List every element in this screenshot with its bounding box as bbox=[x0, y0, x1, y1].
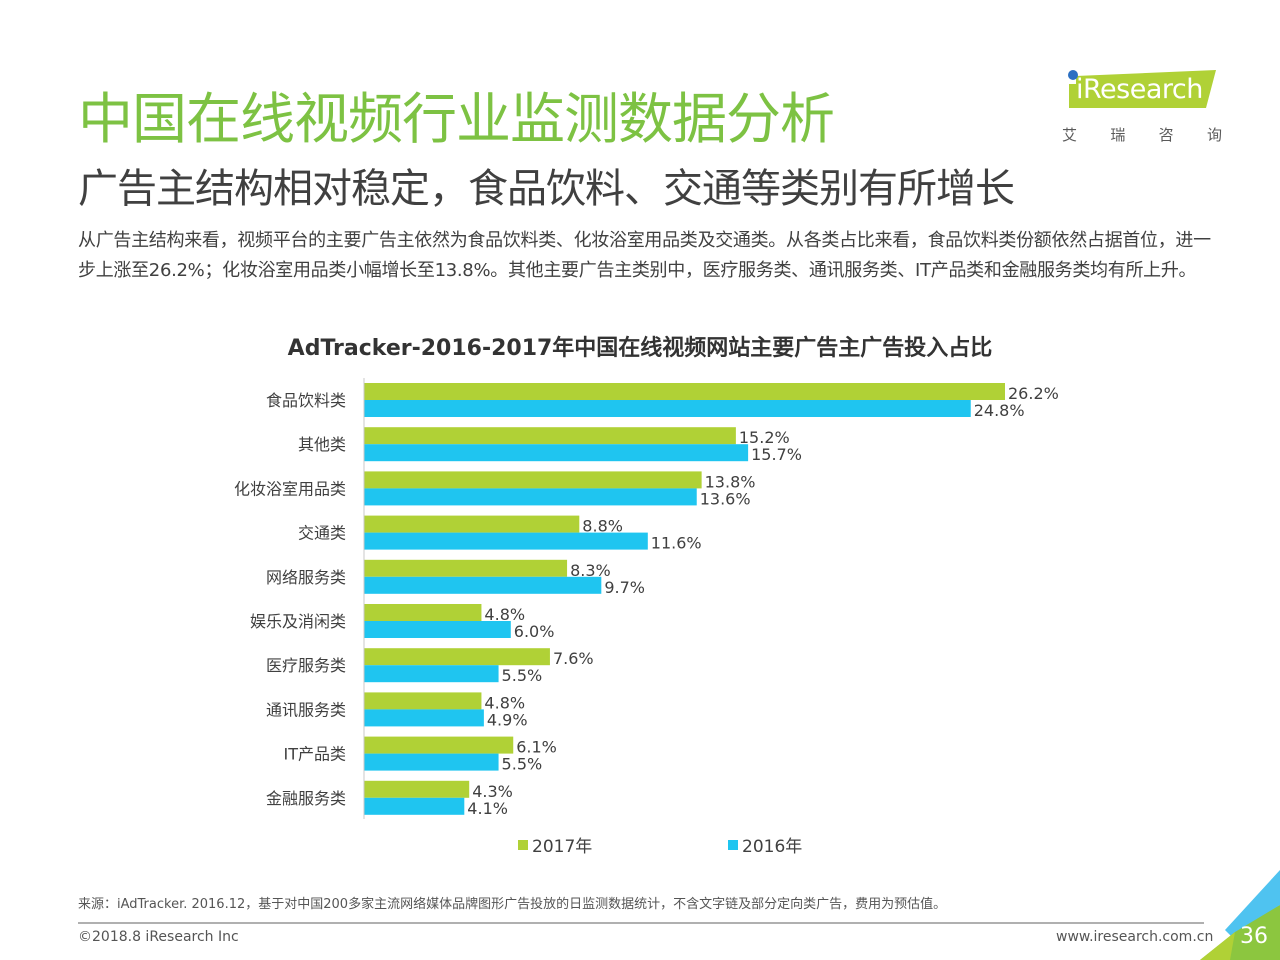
bar-2016 bbox=[364, 488, 697, 506]
iresearch-logo: iResearch 艾 瑞 咨 询 bbox=[1056, 68, 1226, 148]
bar-2017 bbox=[364, 515, 580, 533]
page-number: 36 bbox=[1240, 924, 1268, 949]
bar-2016 bbox=[364, 753, 499, 771]
category-label: 金融服务类 bbox=[266, 789, 346, 808]
description-paragraph: 从广告主结构来看，视频平台的主要广告主依然为食品饮料类、化妆浴室用品类及交通类。… bbox=[78, 230, 1211, 281]
category-label: 娱乐及消闲类 bbox=[250, 612, 346, 631]
data-label: 5.5% bbox=[502, 666, 543, 685]
bar-2016 bbox=[364, 797, 465, 815]
logo-char: 瑞 bbox=[1110, 126, 1126, 144]
data-label: 9.7% bbox=[604, 578, 645, 597]
category-label: 食品饮料类 bbox=[266, 391, 346, 410]
page-title: 中国在线视频行业监测数据分析 bbox=[78, 87, 835, 151]
data-label: 7.6% bbox=[553, 649, 594, 668]
data-label: 15.7% bbox=[751, 445, 802, 464]
data-label: 6.0% bbox=[514, 622, 555, 641]
bar-2017 bbox=[364, 383, 1005, 400]
bar-2016 bbox=[364, 621, 511, 638]
category-label: 网络服务类 bbox=[266, 568, 346, 587]
category-label: IT产品类 bbox=[284, 745, 347, 764]
category-label: 化妆浴室用品类 bbox=[234, 479, 346, 498]
data-label: 4.9% bbox=[487, 710, 528, 729]
bar-2017 bbox=[364, 780, 470, 798]
logo-char: 询 bbox=[1206, 126, 1222, 144]
corner-decoration-icon bbox=[1200, 870, 1280, 960]
bar-chart: 食品饮料类 26.2%24.8% 其他类 15.2%15.7% 化妆浴室用品类 13.8%… bbox=[234, 378, 1059, 857]
legend-label: 2017年 bbox=[532, 837, 592, 857]
category-label: 医疗服务类 bbox=[266, 656, 346, 675]
logo-char: 咨 bbox=[1158, 126, 1174, 144]
page-subtitle: 广告主结构相对稳定，食品饮料、交通等类别有所增长 bbox=[78, 166, 1015, 212]
data-label: 24.8% bbox=[974, 401, 1025, 420]
bar-2017 bbox=[364, 427, 736, 445]
footer-divider bbox=[78, 922, 1204, 924]
source-note: 来源：iAdTracker. 2016.12，基于对中国200多家主流网络媒体品… bbox=[78, 897, 947, 912]
data-label: 8.3% bbox=[570, 561, 611, 580]
data-label: 8.8% bbox=[582, 517, 623, 536]
data-label: 4.3% bbox=[472, 782, 513, 801]
bar-2017 bbox=[364, 692, 482, 710]
bar-2016 bbox=[364, 532, 648, 550]
chart-title: AdTracker-2016-2017年中国在线视频网站主要广告主广告投入占比 bbox=[287, 336, 993, 361]
copyright-text: ©2018.8 iResearch Inc bbox=[78, 929, 239, 945]
data-label: 4.8% bbox=[484, 605, 525, 624]
data-label: 11.6% bbox=[651, 534, 702, 553]
data-label: 4.8% bbox=[484, 693, 525, 712]
logo-chinese-name: 艾 瑞 咨 询 bbox=[1062, 124, 1222, 145]
bar-2017 bbox=[364, 736, 514, 754]
bar-2017 bbox=[364, 604, 482, 621]
bar-2016 bbox=[364, 576, 602, 594]
data-label: 26.2% bbox=[1008, 384, 1059, 403]
data-label: 13.8% bbox=[705, 472, 756, 491]
logo-badge-icon bbox=[1068, 70, 1216, 108]
logo-brand-text: iResearch bbox=[1076, 74, 1203, 105]
bar-2017 bbox=[364, 559, 568, 577]
website-link[interactable]: www.iresearch.com.cn bbox=[1056, 929, 1214, 945]
bar-2016 bbox=[364, 400, 971, 417]
data-label: 4.1% bbox=[467, 799, 508, 818]
category-label: 通讯服务类 bbox=[266, 700, 346, 719]
legend-swatch bbox=[518, 840, 528, 850]
bar-2017 bbox=[364, 471, 702, 489]
data-label: 13.6% bbox=[700, 489, 751, 508]
legend-label: 2016年 bbox=[742, 837, 802, 857]
data-label: 6.1% bbox=[516, 738, 557, 757]
data-label: 5.5% bbox=[502, 755, 543, 774]
logo-char: 艾 bbox=[1062, 126, 1078, 144]
bar-2017 bbox=[364, 648, 550, 666]
bar-2016 bbox=[364, 444, 749, 462]
category-label: 其他类 bbox=[298, 435, 346, 454]
category-label: 交通类 bbox=[298, 524, 346, 543]
legend-swatch bbox=[728, 840, 738, 850]
bar-2016 bbox=[364, 665, 499, 683]
bar-2016 bbox=[364, 709, 484, 727]
data-label: 15.2% bbox=[739, 428, 790, 447]
